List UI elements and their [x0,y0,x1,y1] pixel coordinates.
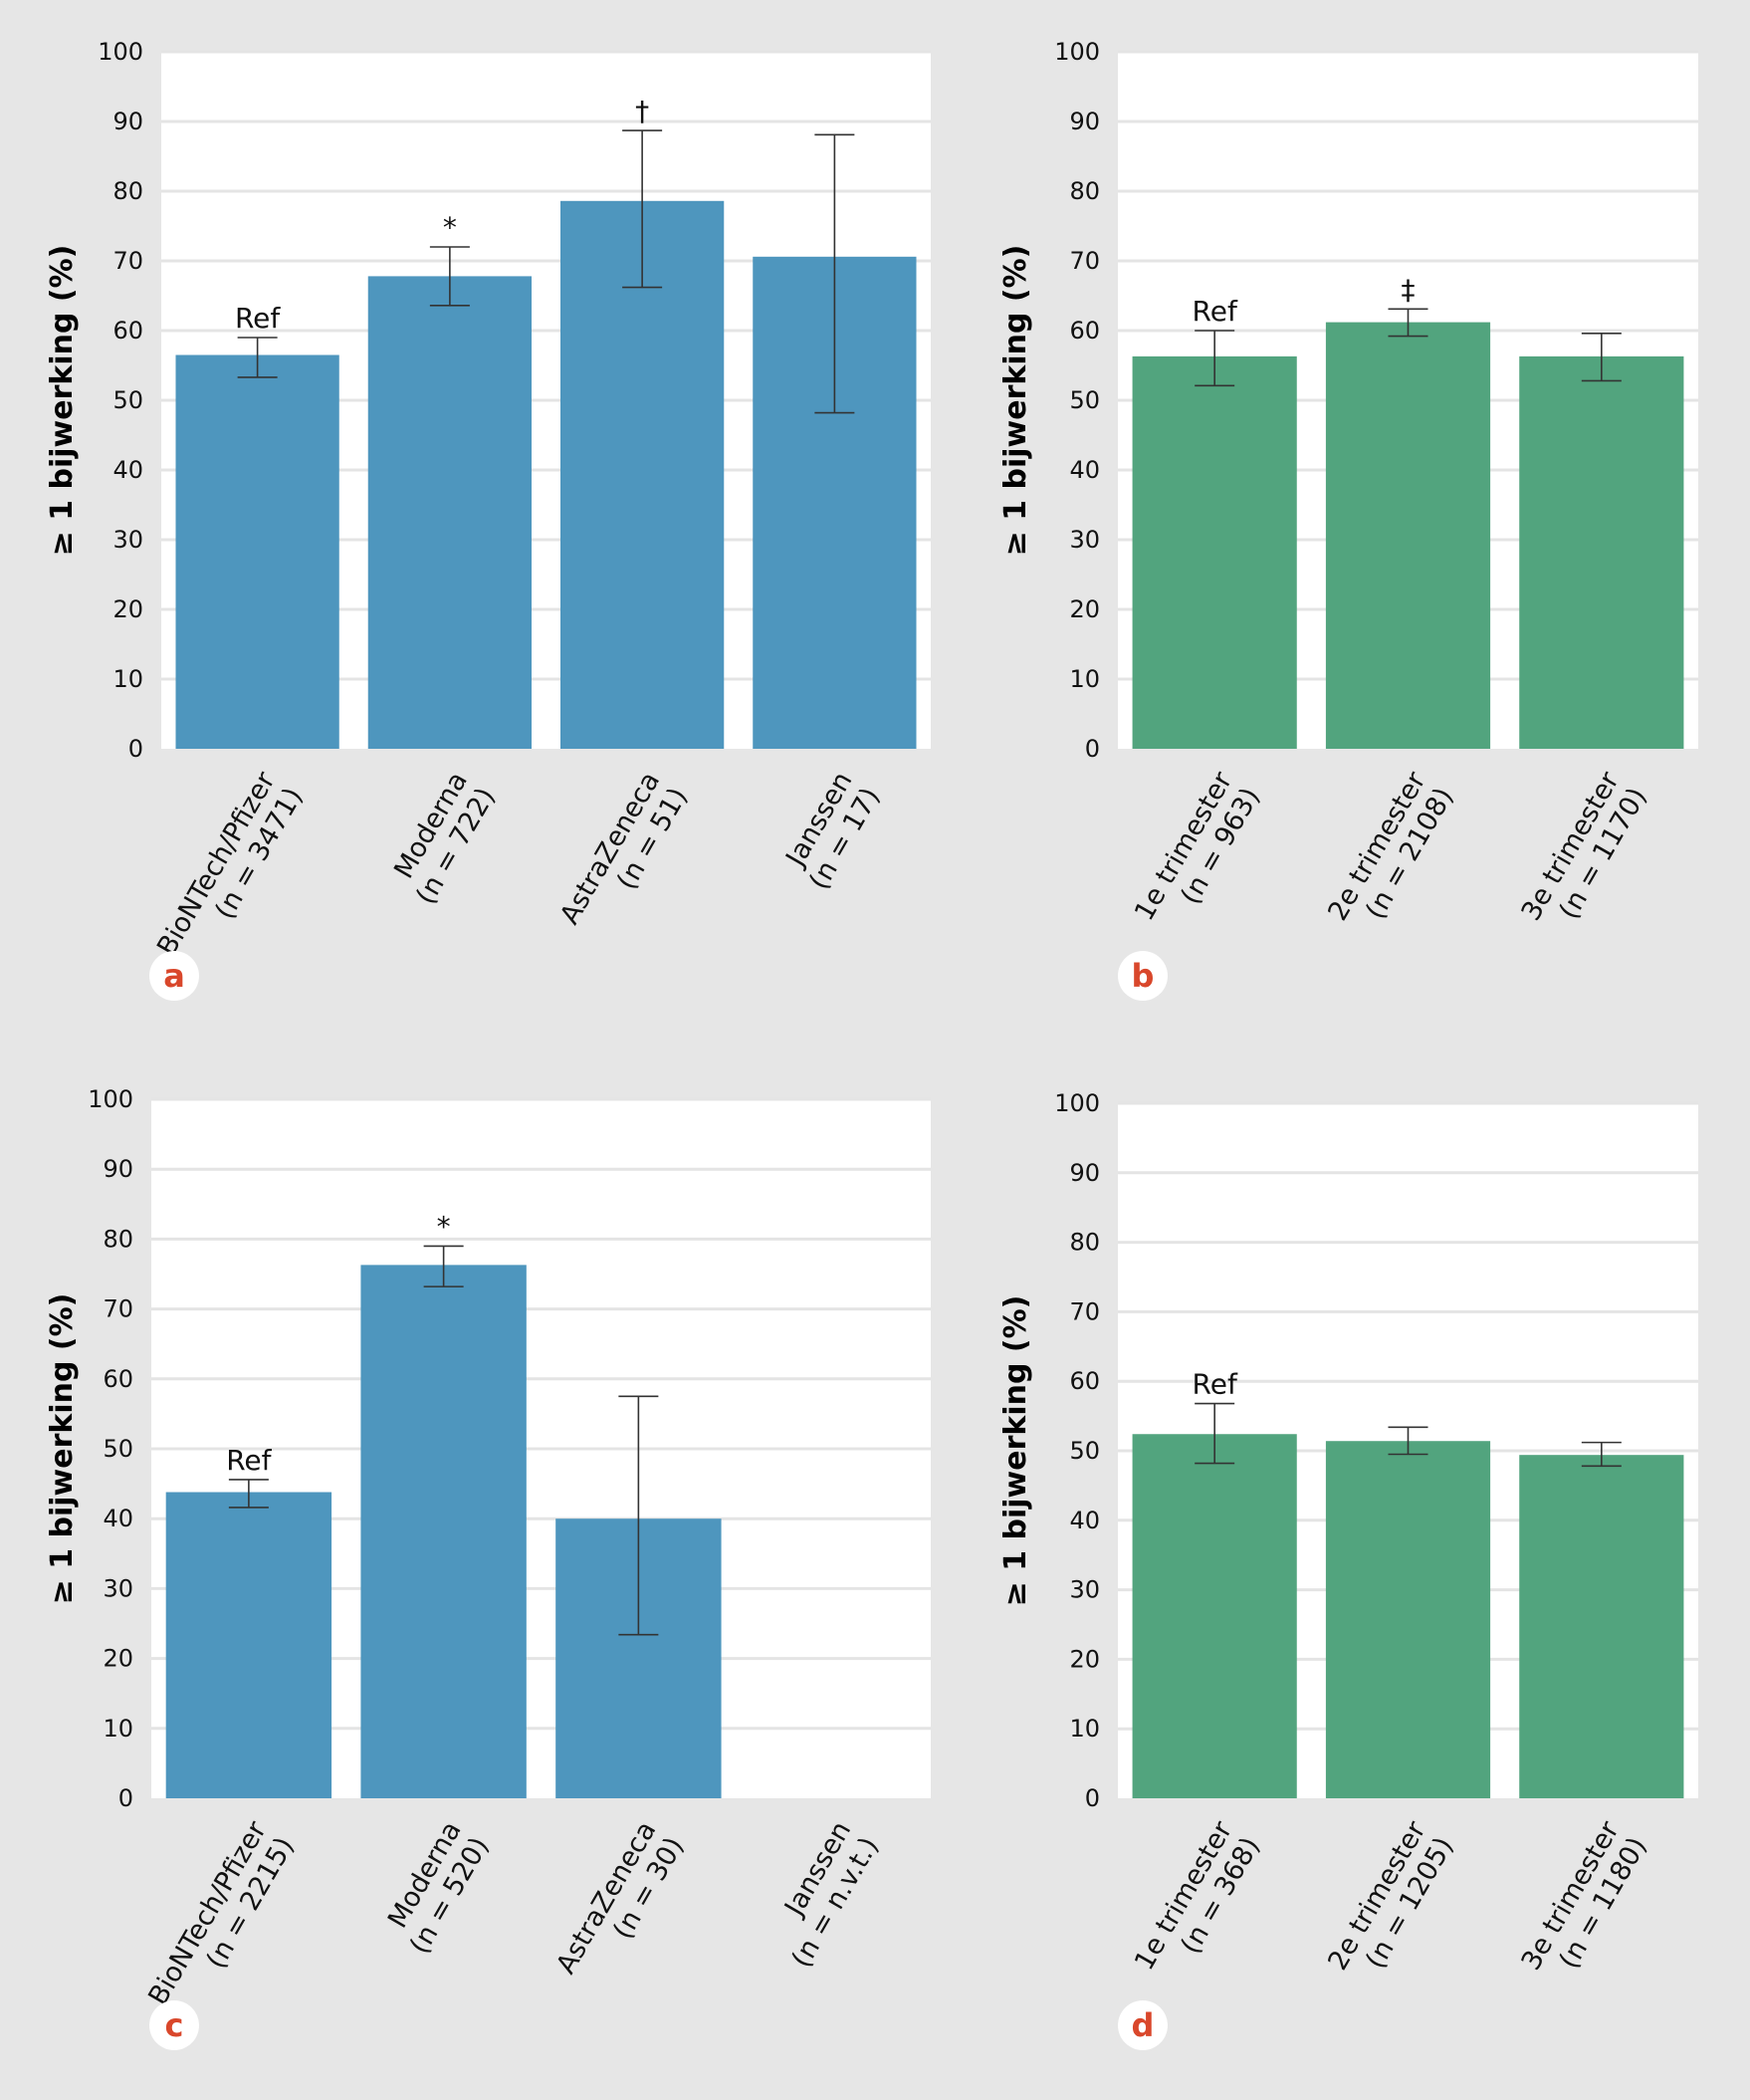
bar [165,1492,332,1798]
y-tick-label: 60 [103,1365,133,1393]
bar [360,1265,527,1798]
bar [559,200,725,750]
y-tick-label: 30 [1069,526,1100,554]
y-tick-label: 50 [103,1435,133,1463]
error-bar [1388,308,1428,338]
y-tick-label: 100 [1054,1089,1100,1117]
error-bar [228,1479,269,1509]
panel-letter-badge: d [1118,2000,1168,2050]
y-tick-label: 70 [1069,247,1100,275]
y-tick-label: 20 [103,1645,133,1673]
error-bar [237,337,278,378]
bar-annotation: † [635,95,649,127]
error-bar [429,246,470,307]
error-bar [622,129,663,289]
panel-letter: d [1132,2006,1155,2044]
y-tick-label: 0 [1085,1784,1100,1812]
y-tick-label: 90 [1069,1159,1100,1187]
y-tick-label: 90 [103,1155,133,1183]
bar-annotation: * [437,1210,451,1243]
y-tick-label: 10 [1069,1715,1100,1743]
y-tick-label: 40 [112,456,143,484]
y-tick-label: 0 [118,1784,133,1812]
error-bar [1388,1426,1428,1456]
y-tick-label: 0 [128,735,143,763]
y-tick-label: 40 [1069,1507,1100,1534]
bar [175,354,339,749]
bar [1519,355,1684,749]
error-bar [814,133,855,414]
y-tick-label: 90 [112,108,143,135]
y-tick-label: 10 [1069,665,1100,693]
y-tick-label: 60 [1069,317,1100,345]
panel-letter: c [165,2006,184,2044]
error-bar [618,1395,659,1636]
y-tick-label: 40 [103,1505,133,1532]
bar-annotation: Ref [226,1444,272,1477]
error-bar [423,1245,464,1287]
error-bar [1195,1402,1235,1465]
chart-panel-b: 0 10 20 30 40 50 60 70 80 90 100 ≥ 1 bijwerking (%)… [998,38,1698,1001]
y-tick-label: 0 [1085,735,1100,763]
bar-annotation: ‡ [1402,273,1416,306]
y-tick-label: 50 [1069,386,1100,414]
bar-annotation: Ref [1193,1368,1238,1401]
y-tick-label: 20 [1069,595,1100,623]
bar-annotation: Ref [235,302,281,335]
y-axis-title: ≥ 1 bijwerking (%) [45,245,80,557]
error-bar [1581,1441,1622,1468]
y-tick-label: 30 [1069,1576,1100,1604]
y-tick-label: 40 [1069,456,1100,484]
chart-panel-c: 0 10 20 30 40 50 60 70 80 90 100 ≥ 1 bijwerking (%)… [45,1085,931,2050]
bar [1132,355,1297,749]
y-tick-label: 20 [112,595,143,623]
y-tick-label: 80 [1069,1229,1100,1257]
panel-letter-badge: c [149,2000,199,2050]
error-bar [1581,332,1622,382]
y-tick-label: 70 [1069,1297,1100,1325]
y-tick-label: 80 [112,177,143,205]
y-axis-title: ≥ 1 bijwerking (%) [998,1295,1033,1607]
y-tick-label: 50 [112,386,143,414]
y-tick-label: 100 [1054,38,1100,66]
y-tick-label: 50 [1069,1437,1100,1465]
y-axis-title: ≥ 1 bijwerking (%) [45,1293,80,1605]
bar [1325,322,1491,749]
bar [367,276,533,749]
panel-letter-badge: b [1118,951,1168,1001]
y-tick-label: 20 [1069,1645,1100,1673]
bar [1519,1455,1684,1798]
y-tick-label: 80 [103,1225,133,1253]
y-tick-label: 100 [88,1085,133,1113]
y-tick-label: 10 [112,665,143,693]
chart-panel-d: 0 10 20 30 40 50 60 70 80 90 100 ≥ 1 bijwerking (%)… [998,1089,1698,2050]
bar-annotation: Ref [1193,295,1238,328]
bar [1132,1434,1297,1798]
panel-letter: a [163,957,185,995]
panel-letter-badge: a [149,951,199,1001]
y-tick-label: 60 [1069,1367,1100,1395]
bar-annotation: * [443,211,457,244]
y-tick-label: 30 [103,1574,133,1602]
y-tick-label: 80 [1069,177,1100,205]
bar [1325,1441,1491,1798]
y-tick-label: 60 [112,317,143,345]
y-tick-label: 70 [112,247,143,275]
y-axis-title: ≥ 1 bijwerking (%) [998,245,1033,557]
error-bar [1195,330,1235,387]
y-tick-label: 30 [112,526,143,554]
y-tick-label: 70 [103,1295,133,1323]
y-tick-label: 10 [103,1715,133,1743]
y-tick-label: 100 [98,38,143,66]
y-tick-label: 90 [1069,108,1100,135]
panel-letter: b [1132,957,1155,995]
